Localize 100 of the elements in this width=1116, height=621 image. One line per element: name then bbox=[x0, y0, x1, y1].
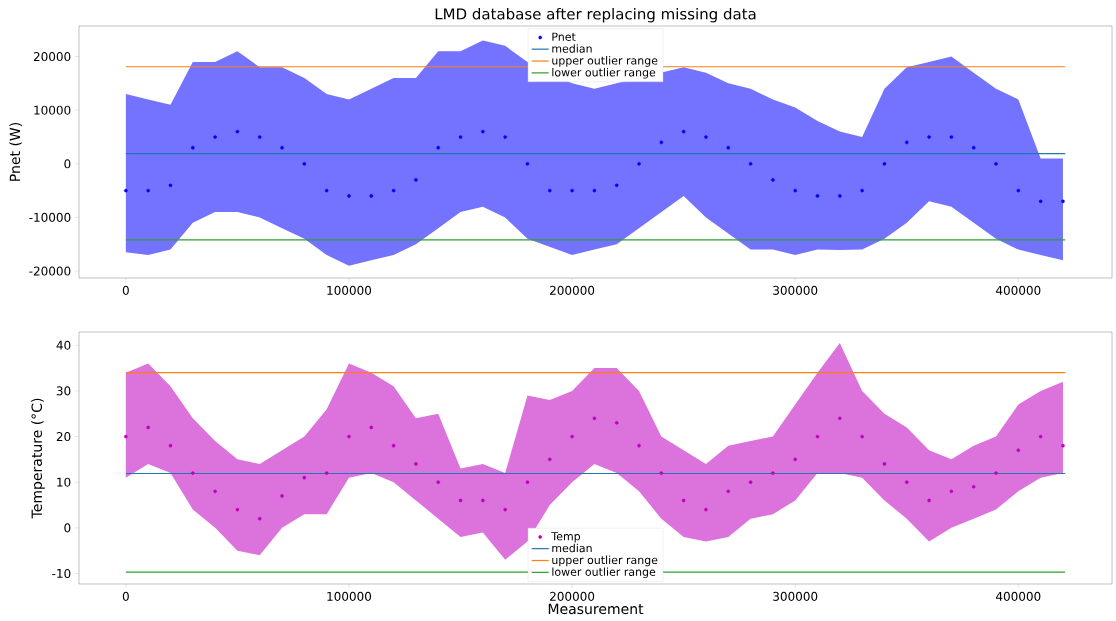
point bbox=[168, 183, 173, 188]
point bbox=[994, 471, 998, 475]
x-tick-label: 300000 bbox=[773, 285, 818, 295]
legend-label: median bbox=[552, 543, 592, 553]
point bbox=[726, 489, 731, 494]
point bbox=[525, 161, 530, 166]
point bbox=[771, 471, 775, 475]
point bbox=[525, 480, 530, 484]
point bbox=[213, 489, 217, 494]
point bbox=[860, 434, 864, 439]
point bbox=[637, 161, 641, 166]
point bbox=[347, 194, 351, 198]
legend-label: upper outlier range bbox=[552, 56, 658, 67]
point bbox=[838, 194, 842, 198]
point bbox=[324, 188, 329, 193]
x-axis-title: Measurement bbox=[548, 603, 644, 615]
point bbox=[257, 135, 262, 139]
legend-label: Temp bbox=[551, 532, 581, 543]
point bbox=[369, 425, 374, 430]
x-tick-label: 0 bbox=[122, 591, 129, 601]
point bbox=[481, 129, 485, 134]
x-tick-label: 400000 bbox=[996, 591, 1041, 601]
point bbox=[726, 145, 731, 150]
point bbox=[347, 434, 351, 439]
point bbox=[793, 188, 798, 193]
point bbox=[1061, 443, 1065, 448]
point bbox=[882, 161, 887, 166]
y-tick-label: 10000 bbox=[34, 105, 71, 115]
point bbox=[213, 135, 217, 139]
point bbox=[927, 135, 931, 139]
point bbox=[1038, 434, 1043, 439]
y-tick-label: 10 bbox=[57, 477, 71, 487]
y-tick-label: -10000 bbox=[29, 212, 71, 222]
y-tick-label: 20 bbox=[56, 432, 71, 442]
point bbox=[748, 480, 753, 484]
point bbox=[637, 443, 641, 448]
point bbox=[771, 178, 775, 182]
point bbox=[570, 434, 574, 439]
point bbox=[414, 178, 418, 182]
x-tick-label: 200000 bbox=[550, 591, 595, 601]
point bbox=[235, 507, 240, 512]
point bbox=[614, 183, 619, 188]
legend-label: median bbox=[552, 44, 592, 53]
point bbox=[124, 434, 128, 439]
point bbox=[503, 507, 507, 512]
x-tick-label: 300000 bbox=[773, 591, 818, 601]
point bbox=[949, 489, 954, 494]
point bbox=[927, 498, 931, 503]
point bbox=[190, 471, 195, 475]
point bbox=[860, 188, 864, 193]
point bbox=[503, 135, 507, 139]
y-tick-label: -20000 bbox=[29, 266, 71, 276]
legend-label: lower outlier range bbox=[552, 567, 656, 579]
point bbox=[592, 416, 597, 421]
point bbox=[235, 129, 240, 134]
point bbox=[704, 507, 708, 512]
y-axis-title: Temperature (°C) bbox=[31, 398, 45, 519]
x-tick-label: 100000 bbox=[327, 285, 372, 295]
point bbox=[904, 140, 909, 145]
point bbox=[146, 188, 150, 193]
point bbox=[570, 188, 574, 193]
point bbox=[124, 188, 128, 193]
point bbox=[391, 443, 396, 448]
point bbox=[904, 480, 909, 484]
y-tick-label: -10 bbox=[52, 568, 71, 579]
point bbox=[481, 498, 485, 503]
y-tick-label: 0 bbox=[64, 523, 71, 533]
point bbox=[815, 194, 820, 198]
point bbox=[815, 434, 820, 439]
legend-label: lower outlier range bbox=[552, 67, 656, 79]
y-tick-label: 30 bbox=[56, 386, 71, 396]
point bbox=[592, 188, 597, 193]
x-tick-label: 0 bbox=[122, 285, 129, 295]
point bbox=[971, 145, 976, 150]
point bbox=[146, 425, 150, 430]
point bbox=[838, 416, 842, 421]
point bbox=[458, 135, 463, 139]
point bbox=[302, 161, 307, 166]
point bbox=[748, 161, 753, 166]
point bbox=[994, 161, 998, 166]
point bbox=[391, 188, 396, 193]
point bbox=[280, 145, 284, 150]
point bbox=[949, 135, 954, 139]
point bbox=[436, 145, 441, 150]
point bbox=[882, 462, 887, 466]
point bbox=[704, 135, 708, 139]
point bbox=[614, 421, 619, 425]
chart-title: LMD database after replacing missing data bbox=[435, 7, 756, 23]
point bbox=[369, 194, 374, 198]
point bbox=[659, 140, 664, 145]
point bbox=[190, 145, 195, 150]
point bbox=[302, 475, 307, 480]
x-tick-label: 200000 bbox=[550, 285, 595, 295]
y-tick-label: 20000 bbox=[33, 52, 71, 62]
point bbox=[1038, 199, 1043, 204]
y-tick-label: 0 bbox=[64, 159, 71, 169]
x-tick-label: 400000 bbox=[996, 285, 1041, 295]
legend-label: upper outlier range bbox=[552, 555, 658, 567]
y-axis-title: Pnet (W) bbox=[9, 123, 22, 181]
y-tick-label: 40 bbox=[56, 340, 71, 350]
